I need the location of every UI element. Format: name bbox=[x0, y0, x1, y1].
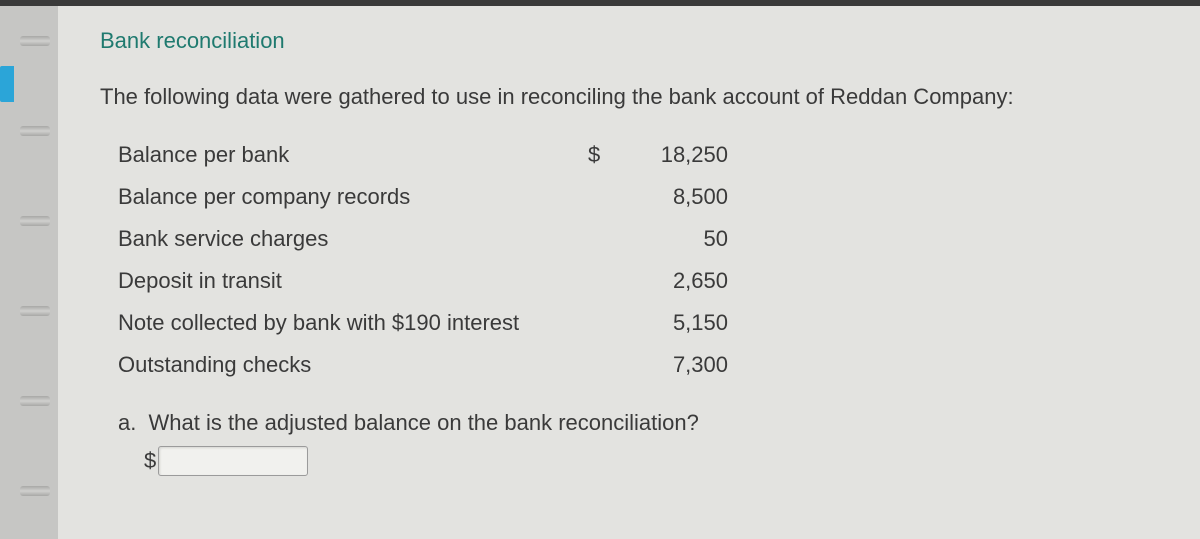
table-row: Bank service charges 50 bbox=[118, 218, 728, 260]
answer-row: $ bbox=[144, 446, 1164, 476]
row-label: Deposit in transit bbox=[118, 260, 588, 302]
document-frame: Bank reconciliation The following data w… bbox=[0, 0, 1200, 539]
row-symbol: $ bbox=[588, 134, 608, 176]
intro-paragraph: The following data were gathered to use … bbox=[100, 82, 1164, 112]
notebook-gutter bbox=[0, 6, 58, 539]
row-symbol bbox=[588, 302, 608, 344]
row-label: Note collected by bank with $190 interes… bbox=[118, 302, 588, 344]
page-content: Bank reconciliation The following data w… bbox=[58, 6, 1200, 539]
row-symbol bbox=[588, 260, 608, 302]
row-symbol bbox=[588, 218, 608, 260]
currency-symbol: $ bbox=[144, 448, 156, 474]
question-a: a. What is the adjusted balance on the b… bbox=[118, 410, 1164, 436]
row-value: 18,250 bbox=[608, 134, 728, 176]
accent-tab bbox=[0, 66, 14, 102]
table-row: Outstanding checks 7,300 bbox=[118, 344, 728, 386]
row-label: Balance per bank bbox=[118, 134, 588, 176]
row-value: 7,300 bbox=[608, 344, 728, 386]
spiral-binding bbox=[20, 6, 50, 539]
table-row: Deposit in transit 2,650 bbox=[118, 260, 728, 302]
row-label: Balance per company records bbox=[118, 176, 588, 218]
table-row: Note collected by bank with $190 interes… bbox=[118, 302, 728, 344]
table-row: Balance per bank $ 18,250 bbox=[118, 134, 728, 176]
row-label: Outstanding checks bbox=[118, 344, 588, 386]
row-value: 5,150 bbox=[608, 302, 728, 344]
row-symbol bbox=[588, 176, 608, 218]
reconciliation-table: Balance per bank $ 18,250 Balance per co… bbox=[118, 134, 728, 386]
question-letter: a. bbox=[118, 410, 136, 435]
answer-input[interactable] bbox=[158, 446, 308, 476]
row-label: Bank service charges bbox=[118, 218, 588, 260]
section-title-link[interactable]: Bank reconciliation bbox=[100, 28, 285, 54]
row-value: 8,500 bbox=[608, 176, 728, 218]
question-text: What is the adjusted balance on the bank… bbox=[148, 410, 698, 435]
row-value: 50 bbox=[608, 218, 728, 260]
row-symbol bbox=[588, 344, 608, 386]
table-row: Balance per company records 8,500 bbox=[118, 176, 728, 218]
row-value: 2,650 bbox=[608, 260, 728, 302]
